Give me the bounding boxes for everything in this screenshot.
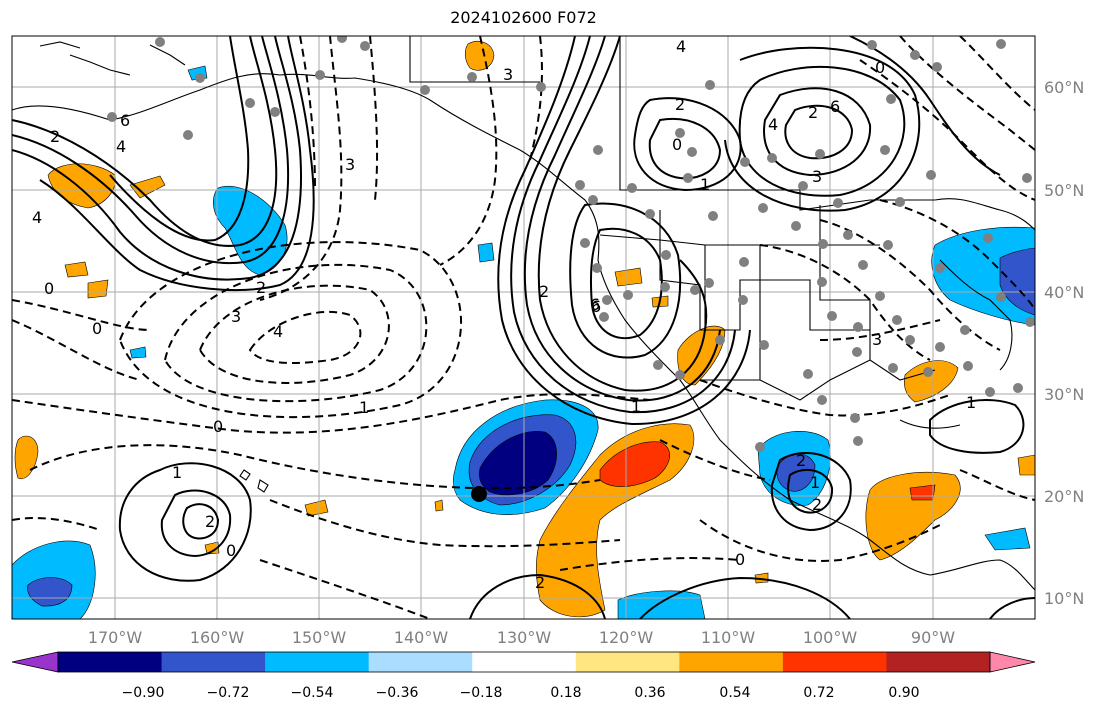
contour-label: 1 xyxy=(810,473,820,492)
station-markers xyxy=(107,36,1035,452)
lon-label-170w: 170°W xyxy=(88,628,143,647)
contour-label: 0 xyxy=(44,279,54,298)
contour-label: 2 xyxy=(808,103,818,122)
contour-label: 1 xyxy=(966,393,976,412)
lat-label-60n: 60°N xyxy=(1044,78,1084,97)
lat-label-40n: 40°N xyxy=(1044,283,1084,302)
storm-center-marker xyxy=(471,486,487,502)
colorbar-tick-label: −0.90 xyxy=(122,685,165,701)
contour-label: 2 xyxy=(675,95,685,114)
colorbar-segment xyxy=(368,652,473,672)
lat-label-20n: 20°N xyxy=(1044,487,1084,506)
contour-label: 1 xyxy=(359,398,369,417)
colorbar-tick-label: 0.72 xyxy=(803,685,834,701)
lon-label-120w: 120°W xyxy=(599,628,654,647)
colorbar-extend-max xyxy=(989,651,1036,673)
contour-label: 4 xyxy=(768,115,778,134)
lat-label-30n: 30°N xyxy=(1044,385,1084,404)
colorbar-tick-label: −0.18 xyxy=(460,685,503,701)
contour-label: 2 xyxy=(796,451,806,470)
contour-label: 1 xyxy=(631,397,641,416)
contour-label: 0 xyxy=(735,550,745,569)
colorbar-tick-labels: −0.90 −0.72 −0.54 −0.36 −0.18 0.18 0.36 … xyxy=(122,685,920,701)
lon-label-110w: 110°W xyxy=(701,628,756,647)
contour-label: 6 xyxy=(591,297,601,316)
colorbar-tick-label: −0.36 xyxy=(376,685,419,701)
contour-label: 4 xyxy=(116,137,126,156)
colorbar-tick-label: 0.18 xyxy=(550,685,581,701)
colorbar-segment xyxy=(575,652,680,672)
colorbar-segment xyxy=(161,652,266,672)
colorbar-border xyxy=(57,651,991,673)
contour-label: 4 xyxy=(676,37,686,56)
contour-label: 3 xyxy=(872,330,882,349)
colorbar-segment xyxy=(886,652,991,672)
contour-label: 3 xyxy=(812,167,822,186)
map-title: 2024102600 F072 xyxy=(450,8,597,27)
contour-label: 2 xyxy=(539,282,549,301)
contour-label: 2 xyxy=(256,278,266,297)
colorbar-segment xyxy=(679,652,784,672)
colorbar xyxy=(11,651,1036,673)
gridlines xyxy=(12,36,1035,619)
map-frame xyxy=(11,35,1036,620)
contour-label: 2 xyxy=(205,512,215,531)
colorbar-tick-label: −0.54 xyxy=(291,685,334,701)
dashed-contours xyxy=(12,36,1035,619)
contour-label: 2 xyxy=(535,573,545,592)
contour-label: 2 xyxy=(812,495,822,514)
lat-label-50n: 50°N xyxy=(1044,181,1084,200)
contour-label: 3 xyxy=(345,155,355,174)
lon-label-90w: 90°W xyxy=(911,628,955,647)
colorbar-extend-min xyxy=(11,651,59,673)
contour-label: 4 xyxy=(273,322,283,341)
contour-label: 0 xyxy=(92,319,102,338)
contour-label: 0 xyxy=(875,58,885,77)
colorbar-segment xyxy=(265,652,370,672)
contour-label: 6 xyxy=(120,111,130,130)
lon-label-100w: 100°W xyxy=(803,628,858,647)
lon-label-150w: 150°W xyxy=(292,628,347,647)
contour-labels: 4 6 4 2 0 2 3 6 4 2 0 1 3 4 6 2 3 0 3 2 … xyxy=(32,37,976,592)
contour-label: 0 xyxy=(672,135,682,154)
contour-label: 6 xyxy=(830,97,840,116)
contour-label: 3 xyxy=(231,307,241,326)
contour-label: 0 xyxy=(213,417,223,436)
contour-label: 0 xyxy=(226,541,236,560)
lon-label-140w: 140°W xyxy=(394,628,449,647)
longitude-labels: 170°W 160°W 150°W 140°W 130°W 120°W 110°… xyxy=(88,628,955,647)
contour-label: 3 xyxy=(503,65,513,84)
contour-label: 6 xyxy=(590,295,600,314)
lat-label-10n: 10°N xyxy=(1044,589,1084,608)
colorbar-tick-label: 0.90 xyxy=(888,685,919,701)
latitude-labels: 60°N 50°N 40°N 30°N 20°N 10°N xyxy=(1044,78,1084,608)
colorbar-segment xyxy=(58,652,163,672)
contour-label: 4 xyxy=(32,208,42,227)
contour-label: 1 xyxy=(700,175,710,194)
lon-label-130w: 130°W xyxy=(497,628,552,647)
contour-label: 1 xyxy=(172,463,182,482)
colorbar-tick-label: 0.54 xyxy=(719,685,750,701)
colorbar-tick-label: 0.36 xyxy=(634,685,665,701)
solid-contours xyxy=(12,36,1035,619)
colorbar-segment xyxy=(472,652,577,672)
colorbar-tick-label: −0.72 xyxy=(207,685,250,701)
lon-label-160w: 160°W xyxy=(190,628,245,647)
contour-label: 2 xyxy=(50,127,60,146)
colorbar-segment xyxy=(782,652,887,672)
